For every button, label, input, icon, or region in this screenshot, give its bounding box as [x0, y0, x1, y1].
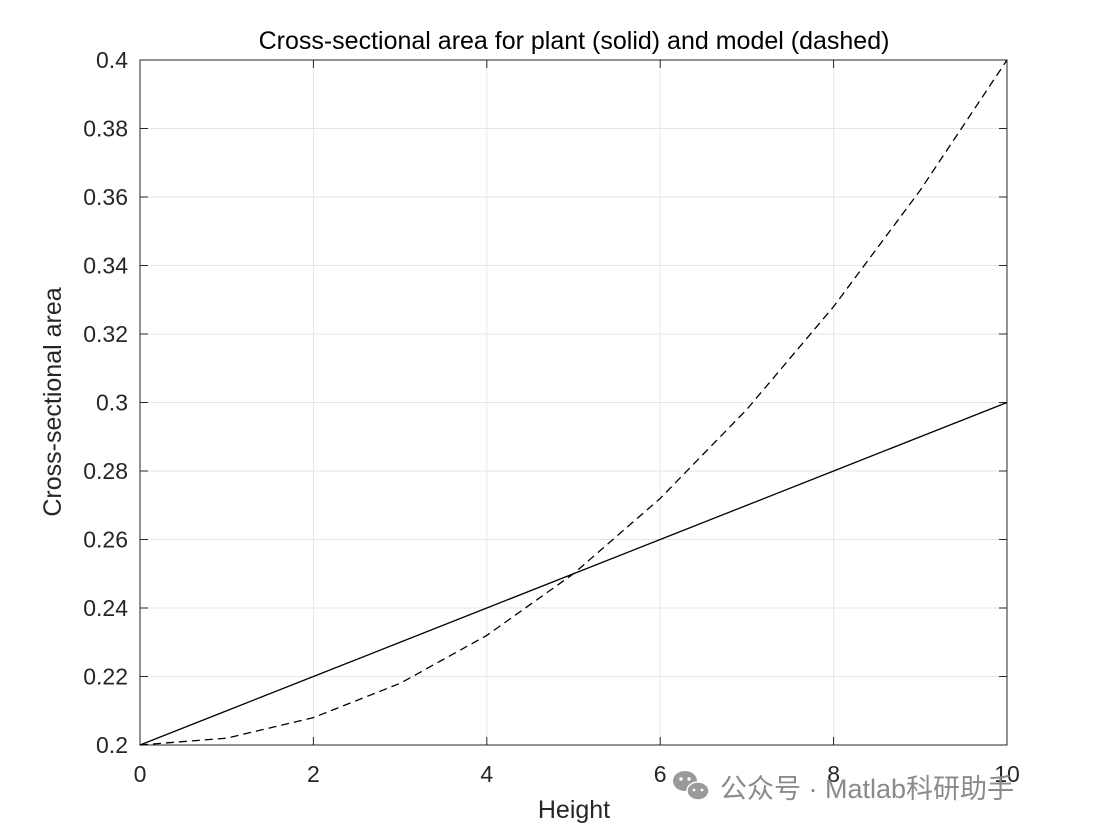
y-tick-label: 0.28 — [83, 458, 128, 484]
chart-title: Cross-sectional area for plant (solid) a… — [259, 27, 890, 55]
x-tick-label: 2 — [307, 761, 320, 787]
series-group — [139, 59, 1008, 746]
watermark: 公众号 · Matlab科研助手 — [673, 771, 1014, 804]
y-tick-label: 0.32 — [83, 321, 128, 347]
y-tick-label: 0.24 — [83, 595, 128, 621]
y-tick-label: 0.4 — [96, 47, 128, 73]
tick-labels: 0 2 4 6 8 10 0.2 0.22 0.24 0.26 0.28 0.3 0.32 0.34 0.3… — [83, 47, 1020, 787]
y-tick-label: 0.26 — [83, 527, 128, 553]
series-line-dashed — [139, 59, 1008, 746]
y-tick-label: 0.38 — [83, 116, 128, 142]
x-tick-label: 0 — [134, 761, 147, 787]
y-axis-label: Cross-sectional area — [39, 287, 67, 516]
x-tick-label: 10 — [994, 761, 1020, 787]
x-tick-label: 6 — [654, 761, 667, 787]
x-tick-label: 4 — [480, 761, 493, 787]
y-tick-label: 0.36 — [83, 184, 128, 210]
y-tick-label: 0.34 — [83, 253, 128, 279]
watermark-text: 公众号 · Matlab科研助手 — [720, 774, 1014, 804]
wechat-icon — [673, 771, 710, 801]
y-tick-label: 0.22 — [83, 664, 128, 690]
y-tick-label: 0.2 — [96, 732, 128, 758]
y-tick-label: 0.3 — [96, 390, 128, 416]
x-axis-label: Height — [538, 796, 610, 824]
x-tick-label: 8 — [827, 761, 840, 787]
